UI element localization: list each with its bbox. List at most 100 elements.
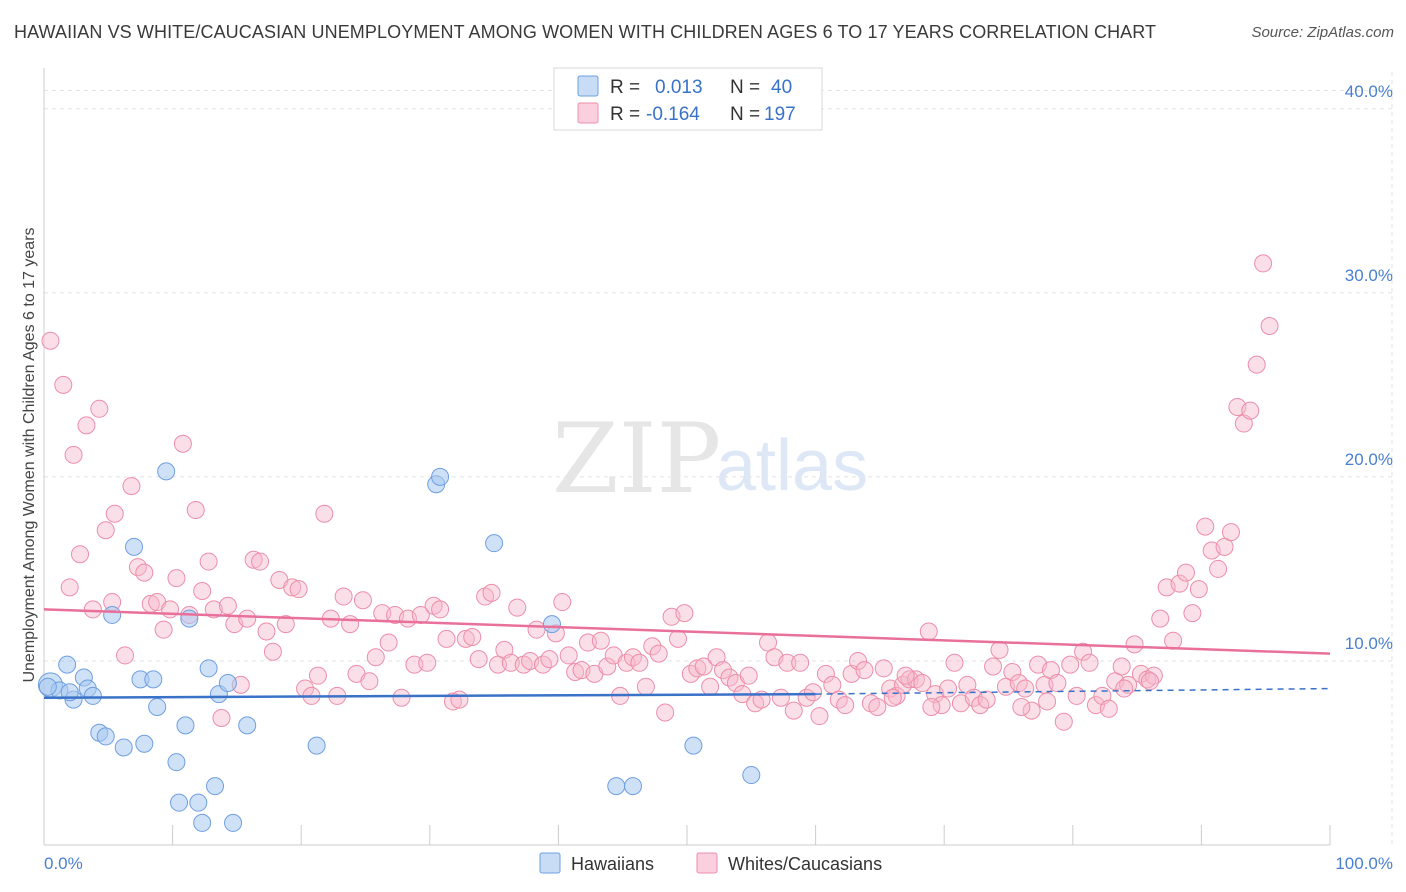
point-whites-158 — [1061, 655, 1080, 674]
point-whites-102 — [701, 677, 720, 696]
point-whites-136 — [919, 622, 938, 641]
point-hawaiians-6 — [83, 686, 102, 705]
point-whites-5 — [77, 416, 96, 435]
point-hawaiians-10 — [114, 738, 133, 757]
point-whites-186 — [1241, 401, 1260, 420]
point-whites-4 — [71, 545, 90, 564]
point-whites-80 — [559, 646, 578, 665]
point-whites-95 — [656, 703, 675, 722]
point-whites-179 — [1196, 517, 1215, 536]
point-whites-160 — [1074, 642, 1093, 661]
axes — [43, 68, 1331, 846]
point-whites-128 — [868, 697, 887, 716]
point-whites-140 — [945, 653, 964, 672]
point-whites-187 — [1247, 355, 1266, 374]
point-whites-119 — [810, 707, 829, 726]
point-hawaiians-11 — [125, 537, 144, 556]
point-whites-91 — [630, 653, 649, 672]
point-whites-196 — [883, 688, 902, 707]
point-hawaiians-29 — [307, 736, 326, 755]
point-whites-174 — [1164, 631, 1183, 650]
point-whites-98 — [675, 604, 694, 623]
watermark-zip: ZIP — [552, 403, 721, 515]
point-whites-22 — [186, 501, 205, 520]
point-hawaiians-9 — [103, 605, 122, 624]
legend-swatch-hawaiians — [577, 75, 599, 97]
point-whites-135 — [913, 674, 932, 693]
x-tick-labels: 0.0% 100.0% — [44, 854, 1393, 873]
grid — [44, 72, 1393, 845]
point-hawaiians-35 — [623, 777, 642, 796]
point-whites-81 — [566, 662, 585, 681]
point-whites-64 — [456, 629, 475, 648]
legend-r-label-2: R = — [610, 104, 640, 125]
point-whites-32 — [251, 552, 270, 571]
trend-lines — [43, 608, 1331, 700]
point-whites-42 — [315, 504, 334, 523]
y-tick-label-3: 40.0% — [1345, 82, 1393, 101]
point-whites-36 — [276, 615, 295, 634]
chart-title: HAWAIIAN VS WHITE/CAUCASIAN UNEMPLOYMENT… — [14, 22, 1157, 42]
point-whites-45 — [334, 587, 353, 606]
point-hawaiians-34 — [607, 777, 626, 796]
point-whites-26 — [212, 709, 231, 728]
point-whites-54 — [392, 688, 411, 707]
point-hawaiians-21 — [189, 793, 208, 812]
point-whites-3 — [64, 445, 83, 464]
point-whites-65 — [463, 628, 482, 647]
point-hawaiians-36 — [684, 736, 703, 755]
point-whites-100 — [688, 659, 707, 678]
point-whites-18 — [161, 600, 180, 619]
point-whites-92 — [636, 677, 655, 696]
point-whites-116 — [791, 653, 810, 672]
point-whites-1 — [54, 375, 73, 394]
legend-bottom-swatch-hawaiians — [539, 852, 561, 874]
point-whites-72 — [508, 598, 527, 617]
source-label: Source: ZipAtlas.com — [1251, 24, 1394, 41]
point-whites-62 — [443, 692, 462, 711]
point-whites-183 — [1221, 523, 1240, 542]
point-whites-85 — [591, 631, 610, 650]
point-whites-157 — [1054, 712, 1073, 731]
point-whites-66 — [469, 650, 488, 669]
point-whites-193 — [1012, 697, 1031, 716]
point-whites-0 — [41, 331, 60, 350]
point-whites-86 — [598, 657, 617, 676]
point-whites-108 — [739, 666, 758, 685]
point-whites-63 — [450, 690, 469, 709]
point-whites-49 — [360, 672, 379, 691]
point-whites-195 — [896, 666, 915, 685]
point-whites-20 — [173, 434, 192, 453]
x-tick-label-0: 0.0% — [44, 854, 83, 873]
legend-bottom-whites: Whites/Caucasians — [728, 854, 882, 874]
point-whites-176 — [1176, 563, 1195, 582]
point-whites-61 — [437, 629, 456, 648]
legend-r-hawaiians: 0.013 — [655, 77, 703, 98]
point-hawaiians-32 — [485, 534, 504, 553]
point-whites-161 — [1080, 653, 1099, 672]
point-whites-77 — [540, 650, 559, 669]
point-whites-139 — [939, 679, 958, 698]
point-whites-33 — [257, 622, 276, 641]
point-whites-37 — [283, 578, 302, 597]
point-whites-19 — [167, 569, 186, 588]
point-whites-191 — [1115, 679, 1134, 698]
point-whites-125 — [849, 651, 868, 670]
point-whites-175 — [1170, 574, 1189, 593]
y-tick-label-2: 30.0% — [1345, 266, 1393, 285]
legend-bottom: Hawaiians Whites/Caucasians — [539, 852, 882, 874]
point-hawaiians-28 — [238, 716, 257, 735]
watermark: ZIP atlas — [552, 403, 868, 515]
point-whites-50 — [366, 648, 385, 667]
point-hawaiians-19 — [176, 716, 195, 735]
point-hawaiians-22 — [193, 813, 212, 832]
watermark-atlas: atlas — [716, 426, 868, 506]
point-whites-113 — [771, 688, 790, 707]
point-whites-156 — [1048, 674, 1067, 693]
point-whites-152 — [1022, 701, 1041, 720]
legend-n-label: N = — [730, 77, 760, 98]
point-hawaiians-8 — [96, 727, 115, 746]
legend-bottom-swatch-whites — [696, 852, 718, 874]
point-whites-52 — [379, 633, 398, 652]
point-whites-11 — [116, 646, 135, 665]
